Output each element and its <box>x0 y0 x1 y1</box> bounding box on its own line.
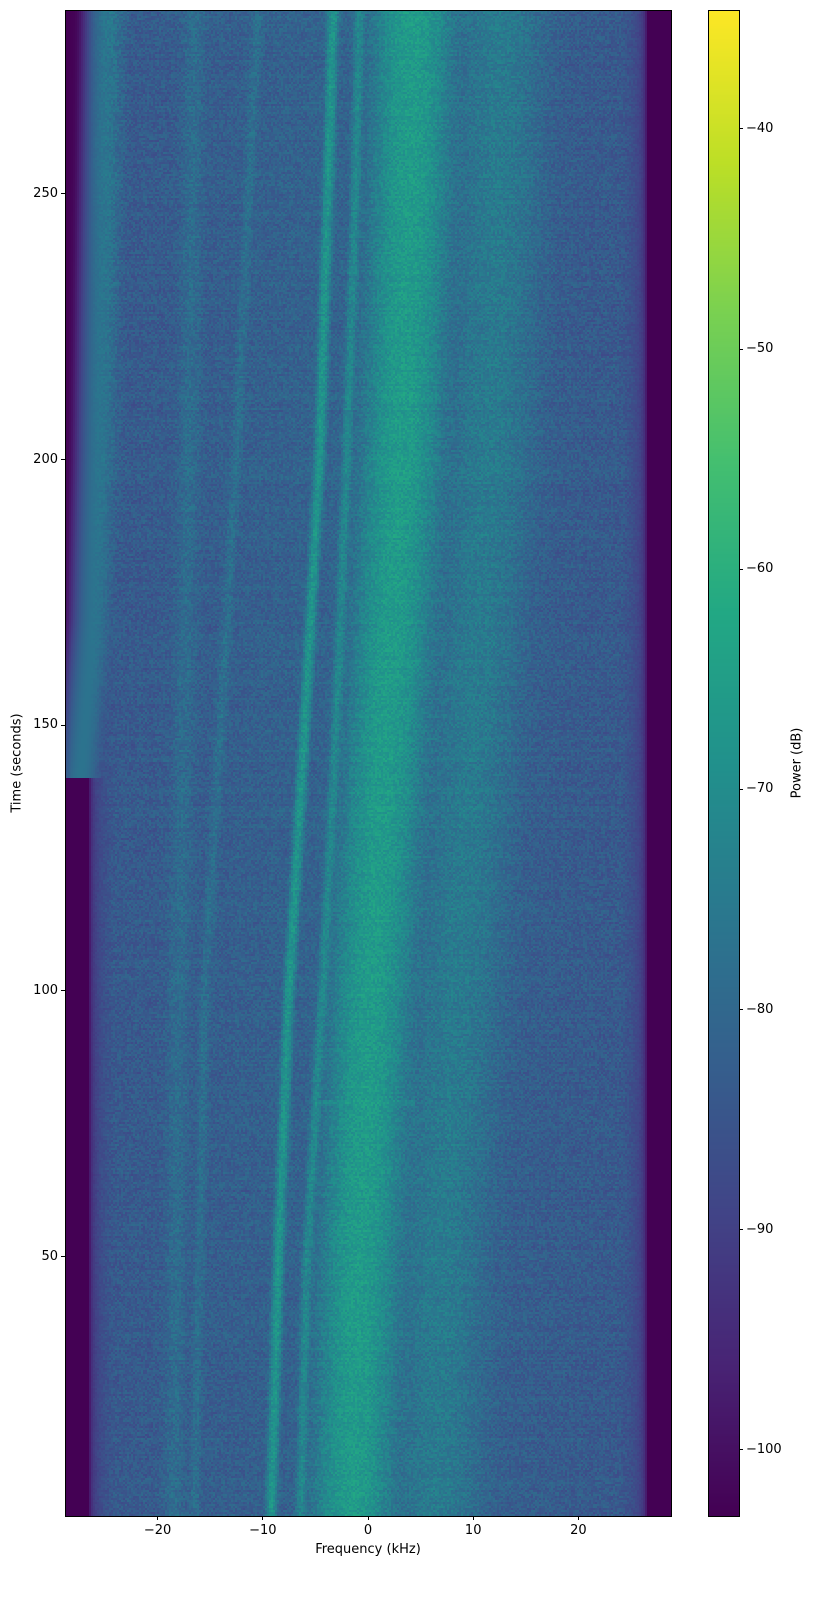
colorbar-tick-label: −60 <box>746 561 774 577</box>
spectrogram-heatmap <box>65 10 671 1516</box>
colorbar-tick-label: −100 <box>746 1441 782 1457</box>
y-tick-label: 50 <box>41 1248 58 1264</box>
y-axis-label: Time (seconds) <box>9 713 25 813</box>
y-tick-label: 200 <box>33 451 58 467</box>
colorbar-tick-label: −80 <box>746 1001 774 1017</box>
colorbar-label: Power (dB) <box>789 727 805 799</box>
y-tick <box>61 1256 65 1258</box>
x-tick-label: 20 <box>570 1523 587 1538</box>
y-tick <box>61 459 65 461</box>
x-axis-label: Frequency (kHz) <box>315 1542 421 1557</box>
x-tick-label: −10 <box>249 1523 277 1538</box>
colorbar-tick <box>739 1449 743 1451</box>
colorbar <box>708 10 739 1516</box>
colorbar-tick-label: −50 <box>746 341 774 357</box>
x-tick <box>577 1516 579 1520</box>
x-tick-label: 0 <box>363 1523 373 1538</box>
x-tick-label: 10 <box>464 1523 482 1538</box>
y-tick <box>61 724 65 726</box>
y-tick <box>61 193 65 195</box>
spectrogram-plot <box>65 10 671 1516</box>
colorbar-tick <box>739 1009 743 1011</box>
y-tick-label: 100 <box>33 982 58 998</box>
colorbar-tick-label: −90 <box>746 1221 774 1237</box>
x-tick <box>262 1516 264 1520</box>
colorbar-tick <box>739 1229 743 1231</box>
y-tick-label: 150 <box>33 717 58 733</box>
colorbar-tick <box>739 788 743 790</box>
colorbar-tick <box>739 348 743 350</box>
y-tick-label: 250 <box>33 185 58 201</box>
x-tick-label: −20 <box>143 1523 172 1538</box>
colorbar-tick <box>739 568 743 570</box>
colorbar-tick-label: −40 <box>746 120 774 136</box>
x-tick <box>472 1516 474 1520</box>
x-tick <box>367 1516 369 1520</box>
y-tick <box>61 990 65 992</box>
colorbar-tick <box>739 128 743 130</box>
colorbar-tick-label: −70 <box>746 781 774 797</box>
x-tick <box>157 1516 159 1520</box>
